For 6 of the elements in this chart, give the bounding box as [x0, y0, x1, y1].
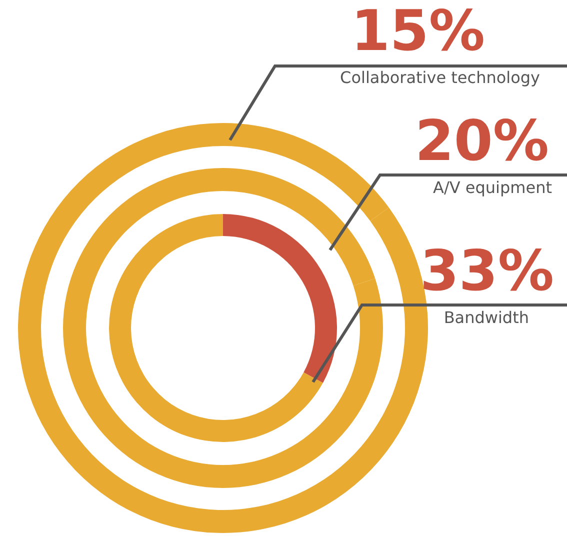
category-label: A/V equipment [433, 178, 552, 198]
data-label: 15% [350, 0, 485, 64]
data-label: 33% [420, 239, 554, 304]
category-label: Bandwidth [444, 308, 529, 328]
category-label: Collaborative technology [340, 68, 540, 88]
data-label: 20% [414, 109, 549, 174]
